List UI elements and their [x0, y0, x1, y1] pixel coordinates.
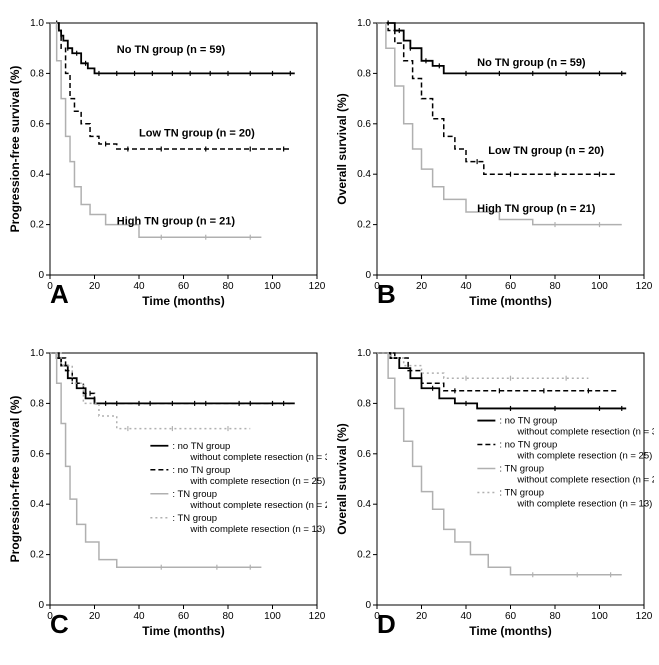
y-tick-label: 0.6 — [357, 119, 371, 130]
y-tick-label: 0.8 — [357, 68, 371, 79]
y-tick-label: 1.0 — [30, 18, 44, 29]
legend-sublabel: without complete resection (n = 34) — [189, 452, 327, 463]
x-tick-label: 80 — [549, 281, 561, 292]
panel-B: 02040608010012000.20.40.60.81.0Time (mon… — [332, 5, 654, 330]
legend-label: : no TN group — [499, 416, 557, 427]
panel-label: B — [377, 279, 396, 310]
panel-label: A — [50, 279, 69, 310]
series-label-no-tn: No TN group (n = 59) — [117, 44, 226, 56]
legend-sublabel: with complete resection (n = 13) — [516, 499, 652, 510]
panel-label: C — [50, 609, 69, 640]
y-tick-label: 0.4 — [30, 499, 44, 510]
legend-sublabel: with complete resection (n = 25) — [516, 451, 652, 462]
y-tick-label: 1.0 — [357, 18, 371, 29]
panel-label: D — [377, 609, 396, 640]
legend-label: : TN group — [172, 489, 217, 500]
x-tick-label: 100 — [591, 611, 608, 622]
x-tick-label: 80 — [549, 611, 561, 622]
x-tick-label: 20 — [89, 611, 101, 622]
y-tick-label: 1.0 — [357, 348, 371, 359]
x-tick-label: 100 — [591, 281, 608, 292]
y-tick-label: 0 — [38, 270, 44, 281]
x-tick-label: 20 — [416, 281, 428, 292]
x-tick-label: 60 — [505, 281, 517, 292]
y-tick-label: 0.8 — [357, 398, 371, 409]
series-label-no-tn: No TN group (n = 59) — [477, 57, 586, 69]
x-tick-label: 40 — [460, 611, 472, 622]
x-tick-label: 100 — [264, 281, 281, 292]
legend-sublabel: with complete resection (n = 25) — [189, 476, 325, 487]
x-tick-label: 60 — [178, 281, 190, 292]
y-tick-label: 0.2 — [30, 220, 44, 231]
y-tick-label: 0.4 — [357, 169, 371, 180]
x-tick-label: 120 — [636, 281, 653, 292]
x-tick-label: 60 — [505, 611, 517, 622]
x-tick-label: 120 — [309, 611, 326, 622]
y-tick-label: 0.6 — [30, 119, 44, 130]
legend-label: : TN group — [499, 464, 544, 475]
legend-label: : no TN group — [172, 465, 230, 476]
y-tick-label: 0 — [365, 600, 371, 611]
legend-label: : TN group — [499, 488, 544, 499]
y-tick-label: 0 — [365, 270, 371, 281]
km-curve-high-tn — [377, 23, 622, 225]
legend-label: : no TN group — [172, 441, 230, 452]
y-tick-label: 1.0 — [30, 348, 44, 359]
x-tick-label: 120 — [636, 611, 653, 622]
legend-sublabel: without complete resection (n = 34) — [516, 427, 654, 438]
figure-grid: 0 20 40 60 80 100 120 0 0.2 0.4 0.6 0.8 1.0 Time (mon… — [0, 0, 659, 665]
panel-D: 02040608010012000.20.40.60.81.0Time (mon… — [332, 335, 654, 660]
y-tick-label: 0 — [38, 600, 44, 611]
y-tick-label: 0.8 — [30, 398, 44, 409]
km-curve-notn-nocr — [377, 353, 626, 408]
y-tick-label: 0.2 — [357, 220, 371, 231]
x-axis-label: Time (months) — [469, 294, 551, 308]
legend-sublabel: without complete resection (n = 28) — [516, 475, 654, 486]
y-tick-label: 0.6 — [30, 449, 44, 460]
legend-label: : no TN group — [499, 440, 557, 451]
x-tick-label: 20 — [416, 611, 428, 622]
y-axis-label: Progression-free survival (%) — [8, 66, 22, 233]
y-tick-label: 0.2 — [357, 550, 371, 561]
y-axis-label: Overall survival (%) — [335, 423, 349, 534]
y-axis-label: Overall survival (%) — [335, 93, 349, 204]
x-tick-label: 40 — [460, 281, 472, 292]
x-tick-label: 120 — [309, 281, 326, 292]
x-tick-label: 60 — [178, 611, 190, 622]
x-axis-label: Time (months) — [142, 294, 224, 308]
panel-A: 02040608010012000.20.40.60.81.0Time (mon… — [5, 5, 327, 330]
x-tick-label: 20 — [89, 281, 101, 292]
legend-sublabel: with complete resection (n = 13) — [189, 524, 325, 535]
km-curve-tn-cr — [50, 353, 250, 429]
y-axis-label: Progression-free survival (%) — [8, 396, 22, 563]
panel-C: 02040608010012000.20.40.60.81.0Time (mon… — [5, 335, 327, 660]
series-label-high-tn: High TN group (n = 21) — [477, 203, 596, 215]
series-label-high-tn: High TN group (n = 21) — [117, 216, 236, 228]
y-tick-label: 0.4 — [357, 499, 371, 510]
x-axis-label: Time (months) — [142, 624, 224, 638]
x-tick-label: 100 — [264, 611, 281, 622]
y-tick-label: 0.4 — [30, 169, 44, 180]
km-curve-notn-cr — [377, 353, 617, 391]
km-curve-notn-nocr — [50, 353, 295, 403]
legend-label: : TN group — [172, 513, 217, 524]
y-tick-label: 0.6 — [357, 449, 371, 460]
y-tick-label: 0.2 — [30, 550, 44, 561]
series-label-low-tn: Low TN group (n = 20) — [488, 145, 604, 157]
x-tick-label: 80 — [222, 281, 234, 292]
x-axis-label: Time (months) — [469, 624, 551, 638]
x-tick-label: 80 — [222, 611, 234, 622]
series-label-low-tn: Low TN group (n = 20) — [139, 127, 255, 139]
x-tick-label: 40 — [133, 611, 145, 622]
y-tick-label: 0.8 — [30, 68, 44, 79]
legend-sublabel: without complete resection (n = 28) — [189, 500, 327, 511]
x-tick-label: 40 — [133, 281, 145, 292]
